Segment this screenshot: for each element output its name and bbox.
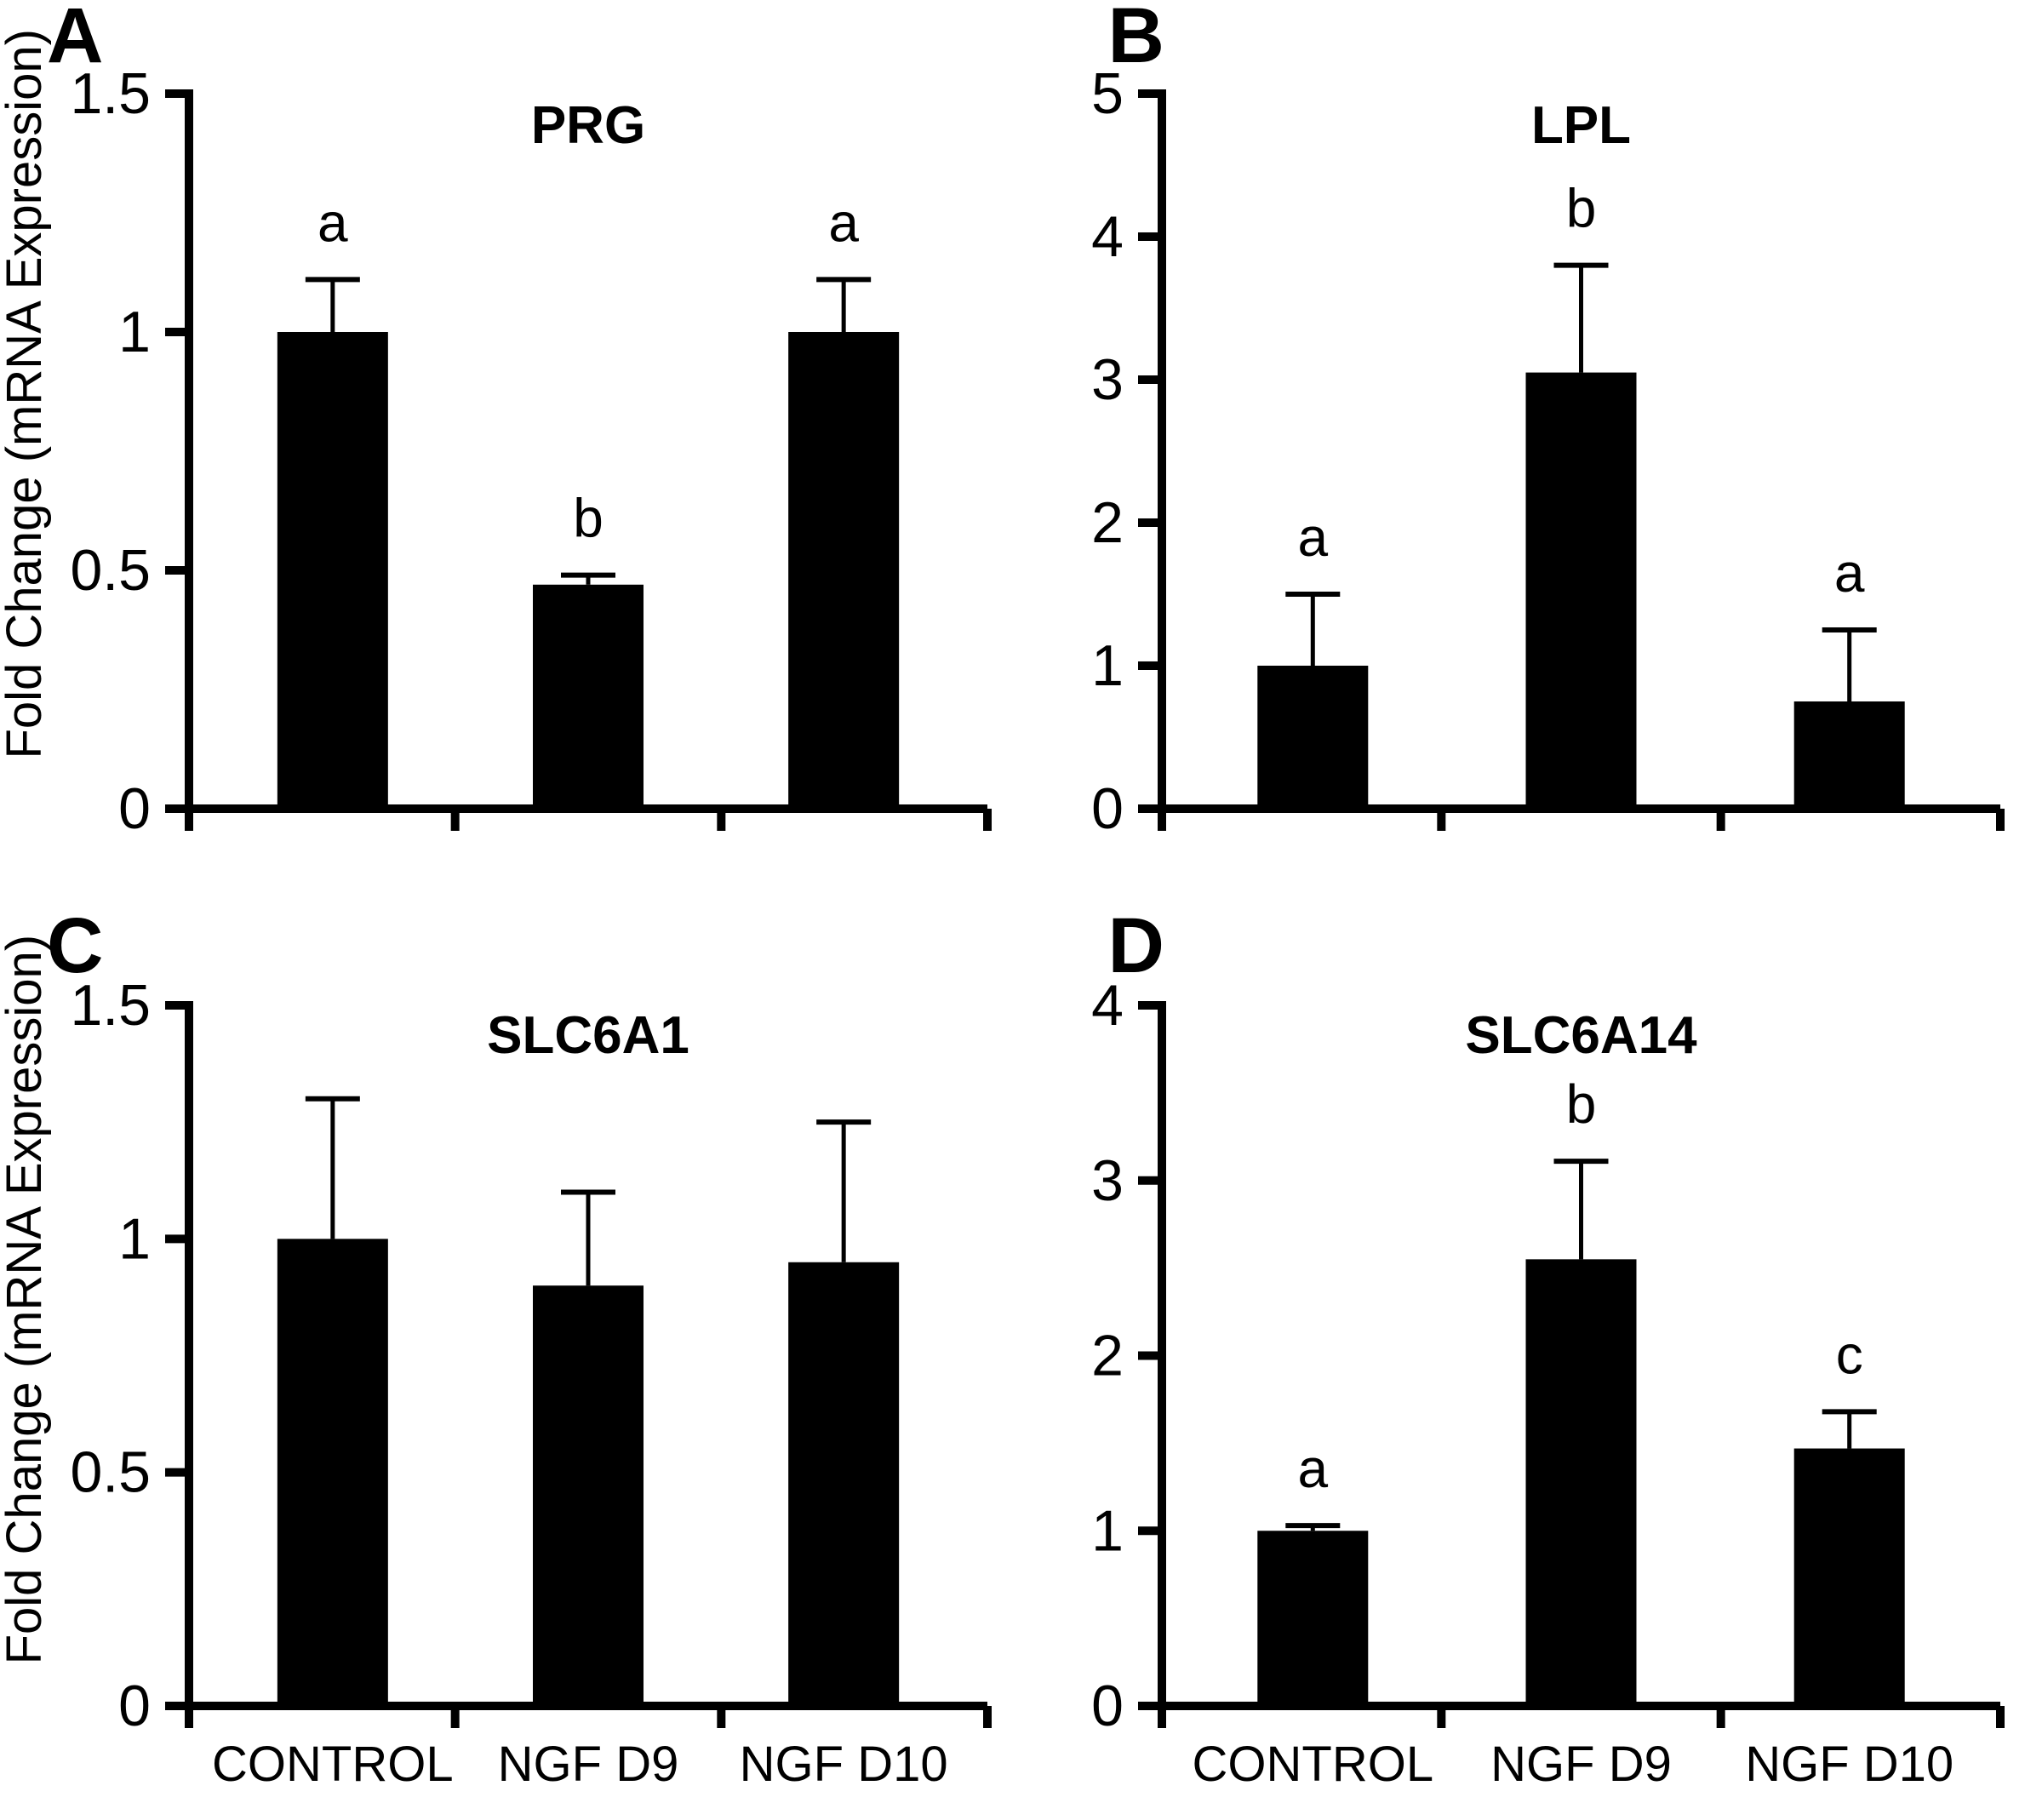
panel-letter-c: C: [47, 902, 104, 989]
x-category-label: NGF D10: [740, 1737, 948, 1792]
y-tick-label: 1.5: [70, 61, 151, 126]
x-category-label: NGF D10: [1745, 1737, 1953, 1792]
x-category-label: CONTROL: [212, 1737, 454, 1792]
significance-letter: a: [1297, 1438, 1328, 1499]
bar-chart-prg: PRG Fold Change (mRNA Expression) 0 0.5 1 1.5…: [0, 29, 992, 841]
significance-letter: a: [828, 192, 859, 253]
panel-b-lpl: B LPL 0 1 2 3 4 5 a b a: [1013, 0, 2025, 910]
y-tick-label: 2: [1091, 490, 1124, 555]
panel-letter-a: A: [47, 0, 104, 79]
bar: [533, 584, 644, 809]
y-tick-label: 1: [1091, 633, 1124, 698]
bar: [1256, 666, 1368, 809]
y-tick-label: 1: [1091, 1498, 1124, 1563]
y-axis-label: Fold Change (mRNA Expression): [0, 935, 52, 1664]
y-tick-label: 3: [1091, 347, 1124, 412]
bar: [277, 1239, 388, 1706]
significance-letter: a: [1297, 507, 1328, 568]
y-tick-label: 0: [1091, 1674, 1124, 1738]
bar: [1793, 1448, 1905, 1706]
y-tick-label: 2: [1091, 1324, 1124, 1388]
bar-chart-slc6a1: SLC6A1 Fold Change (mRNA Expression) 0 0.5 1…: [0, 935, 992, 1792]
bar-chart-slc6a14: SLC6A14 0 1 2 3 4 a CONTROL b NGF D9 c NGF D10: [1091, 973, 2005, 1792]
bar: [533, 1285, 644, 1706]
y-tick-label: 5: [1091, 61, 1124, 126]
bar: [1793, 701, 1905, 809]
panel-letter-b: B: [1107, 0, 1164, 79]
significance-letter: c: [1835, 1324, 1862, 1385]
panel-letter-d: D: [1107, 902, 1164, 989]
significance-letter: b: [573, 488, 603, 549]
chart-title: SLC6A14: [1465, 1006, 1697, 1065]
significance-letter: b: [1565, 1073, 1596, 1135]
chart-title: LPL: [1530, 96, 1630, 155]
x-category-label: NGF D9: [1490, 1737, 1672, 1792]
chart-title: PRG: [531, 96, 645, 155]
bar-chart-lpl: LPL 0 1 2 3 4 5 a b a: [1091, 61, 2005, 841]
y-tick-label: 1: [118, 300, 151, 364]
panel-d-slc6a14: D SLC6A14 0 1 2 3 4 a CONTROL b NGF D9 c NGF D10: [1013, 902, 2025, 1820]
y-axis-label: Fold Change (mRNA Expression): [0, 29, 52, 758]
y-tick-label: 0: [118, 776, 151, 841]
y-tick-label: 4: [1091, 973, 1124, 1038]
significance-letter: a: [1833, 542, 1864, 604]
bar: [277, 332, 388, 809]
bar: [788, 1262, 900, 1706]
chart-title: SLC6A1: [487, 1006, 689, 1065]
bar: [1525, 1259, 1636, 1706]
x-category-label: NGF D9: [498, 1737, 679, 1792]
y-tick-label: 3: [1091, 1148, 1124, 1213]
y-tick-label: 4: [1091, 204, 1124, 269]
y-tick-label: 0: [1091, 776, 1124, 841]
panel-a-prg: A PRG Fold Change (mRNA Expression) 0 0.5 1 1…: [0, 0, 1012, 910]
bar: [788, 332, 900, 809]
y-tick-label: 1: [118, 1206, 151, 1271]
y-tick-label: 0.5: [70, 1440, 151, 1505]
significance-letter: b: [1565, 178, 1596, 239]
significance-letter: a: [317, 192, 348, 253]
bar: [1256, 1531, 1368, 1706]
y-tick-label: 0: [118, 1674, 151, 1738]
y-tick-label: 1.5: [70, 973, 151, 1038]
y-tick-label: 0.5: [70, 538, 151, 603]
panel-c-slc6a1: C SLC6A1 Fold Change (mRNA Expression) 0 0.…: [0, 902, 1012, 1820]
x-category-label: CONTROL: [1192, 1737, 1433, 1792]
bar: [1525, 372, 1636, 810]
